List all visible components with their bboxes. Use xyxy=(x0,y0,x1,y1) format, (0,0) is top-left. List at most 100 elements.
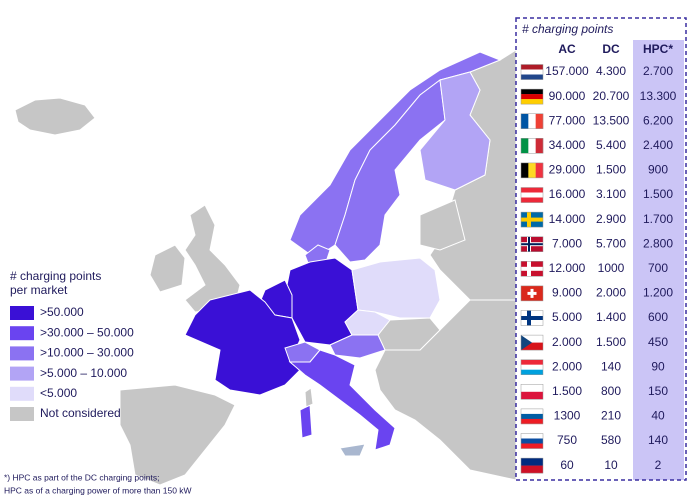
table-cell: 34.000 xyxy=(549,138,586,152)
table-cell: 600 xyxy=(648,310,668,324)
table-cell: 580 xyxy=(601,433,621,447)
legend-label: >50.000 xyxy=(40,305,84,319)
flag-stripe xyxy=(528,162,536,178)
flag-outline xyxy=(520,359,544,375)
table-cell: 90 xyxy=(651,359,665,373)
corsica xyxy=(304,387,314,408)
flag-cross xyxy=(521,266,543,271)
flag xyxy=(520,384,544,400)
flag-stripe xyxy=(535,162,544,178)
table-cell: 7.000 xyxy=(552,236,582,250)
flag-stripe xyxy=(521,69,543,75)
table-cell: 2.000 xyxy=(596,286,626,300)
flag-cross xyxy=(527,291,537,295)
flag-stripe xyxy=(521,89,543,95)
flag-stripe xyxy=(521,369,543,375)
table-cell: 4.300 xyxy=(596,64,626,78)
table-cell: 1.500 xyxy=(596,335,626,349)
sardinia xyxy=(299,404,313,439)
finland xyxy=(419,71,491,191)
table-cell: 1300 xyxy=(554,409,581,423)
flag xyxy=(520,236,544,252)
table-cell: 13.500 xyxy=(593,113,630,127)
flag-outline xyxy=(520,88,544,105)
table-cell: 2.000 xyxy=(552,359,582,373)
flag xyxy=(520,138,544,154)
flag-stripe xyxy=(528,113,536,129)
flag-cross xyxy=(521,217,543,222)
flag-stripe xyxy=(521,458,543,466)
flag xyxy=(520,359,544,375)
table-cell: 12.000 xyxy=(549,261,586,275)
flag-stripe xyxy=(521,197,543,203)
flag-outline xyxy=(520,187,544,203)
column-header: HPC* xyxy=(643,42,673,56)
france xyxy=(184,289,301,396)
flag-outline xyxy=(520,236,544,252)
flag-stripe xyxy=(535,113,544,129)
table-cell: 2.000 xyxy=(552,335,582,349)
flag-stripe xyxy=(521,364,543,370)
table-cell: 20.700 xyxy=(593,89,630,103)
table-cell: 9.000 xyxy=(552,286,582,300)
table-cell: 77.000 xyxy=(549,113,586,127)
table: # charging points AC DC HPC* 157.000 4.300 2.… xyxy=(515,17,687,481)
table-cell: 2.700 xyxy=(643,64,673,78)
table-cell: 1.400 xyxy=(596,310,626,324)
flag-stripe xyxy=(521,465,543,474)
column-header: AC xyxy=(558,42,576,56)
poland xyxy=(351,257,441,319)
table-cell: 29.000 xyxy=(549,163,586,177)
flag-stripe xyxy=(521,443,543,449)
table-cell: 1.700 xyxy=(643,212,673,226)
flag-outline xyxy=(520,334,544,351)
legend-label: <5.000 xyxy=(40,386,77,400)
table-cell: 700 xyxy=(648,261,668,275)
flag-stripe xyxy=(521,408,543,415)
legend-swatch xyxy=(10,306,34,320)
flag-stripe xyxy=(521,138,529,154)
table-cell: 1.200 xyxy=(643,286,673,300)
flag-stripe xyxy=(535,138,544,154)
table-cell: 1.500 xyxy=(552,384,582,398)
flag-outline xyxy=(520,138,544,154)
flag-stripe xyxy=(521,418,543,425)
table-cell: 2 xyxy=(655,458,662,472)
table-border xyxy=(515,17,687,481)
flag-stripe xyxy=(521,94,543,100)
footnote-line: *) HPC as part of the DC charging points… xyxy=(4,472,159,482)
flag-stripe xyxy=(521,335,543,343)
map xyxy=(14,49,517,486)
flag-outline xyxy=(520,64,544,80)
flag-stripe xyxy=(521,342,543,351)
flag-stripe xyxy=(521,384,543,392)
flag-outline xyxy=(520,162,544,179)
flag-outline xyxy=(520,433,544,449)
table-cell: 450 xyxy=(648,335,668,349)
table-title: # charging points xyxy=(522,22,613,36)
legend-title: # charging points xyxy=(10,269,101,283)
table-cell: 150 xyxy=(648,384,668,398)
flag-outline xyxy=(520,310,544,326)
flag-stripe xyxy=(521,359,543,365)
table-cell: 2.900 xyxy=(596,212,626,226)
flag-stripe xyxy=(521,433,543,439)
footnote: *) HPC as part of the DC charging points… xyxy=(4,472,192,495)
table-cell: 157.000 xyxy=(545,64,589,78)
flag-stripe xyxy=(521,99,543,105)
table-cell: 210 xyxy=(601,409,621,423)
flag xyxy=(520,88,544,105)
legend-swatch xyxy=(10,326,34,341)
flag xyxy=(520,211,544,228)
table-cell: 140 xyxy=(601,359,621,373)
flag-triangle xyxy=(521,335,532,351)
legend-swatch xyxy=(10,407,34,421)
italy xyxy=(288,349,396,451)
flag-stripe xyxy=(521,438,543,444)
flag xyxy=(520,187,544,203)
flag-outline xyxy=(520,457,544,474)
table-cell: 800 xyxy=(601,384,621,398)
table-cell: 1.500 xyxy=(596,163,626,177)
